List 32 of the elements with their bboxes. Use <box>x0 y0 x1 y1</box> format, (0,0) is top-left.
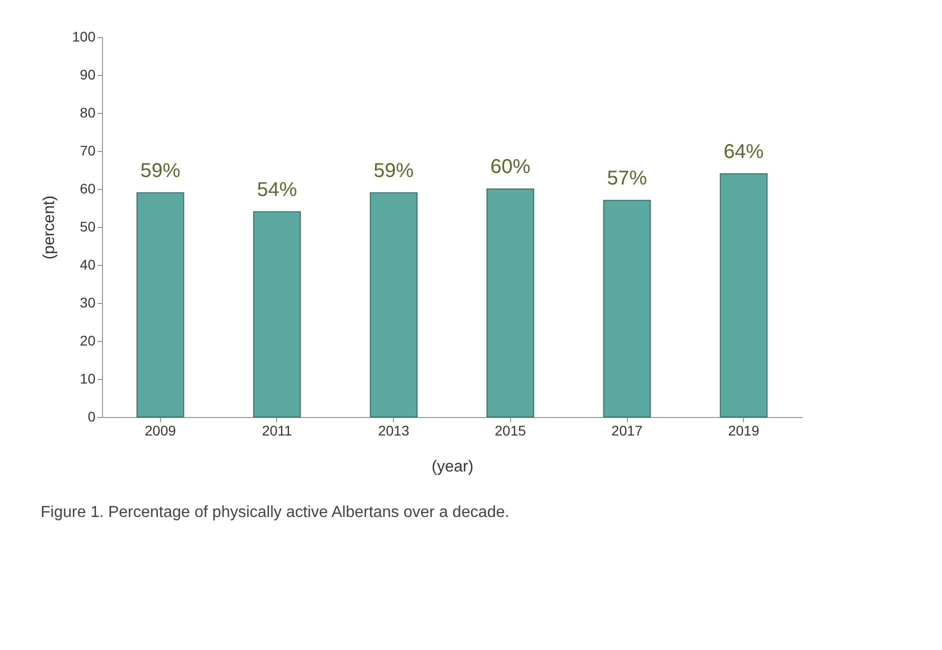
data-label: 54% <box>256 178 298 201</box>
caption: Figure 1. Percentage of physically active Albertans over a decade. <box>40 504 510 521</box>
data-label: 59% <box>374 160 414 182</box>
y-tick-label: 0 <box>88 408 96 424</box>
bar <box>486 188 534 418</box>
y-tick-label: 30 <box>80 294 96 310</box>
x-axis-title: (year) <box>432 458 474 476</box>
y-tick-label: 100 <box>72 28 96 44</box>
x-tick-label: 2013 <box>378 422 410 438</box>
y-tick-label: 80 <box>80 104 96 120</box>
y-tick-label: 40 <box>80 256 96 272</box>
bar <box>370 192 418 418</box>
bar <box>720 173 768 418</box>
y-tick-label: 20 <box>80 332 96 348</box>
x-tick-label: 2019 <box>728 422 760 438</box>
data-label: 60% <box>490 156 531 178</box>
x-tick-label: 2015 <box>494 422 526 438</box>
bar <box>603 200 651 418</box>
bar <box>136 192 184 418</box>
data-label: 57% <box>606 167 648 190</box>
bar <box>253 211 301 418</box>
y-tick-label: 90 <box>80 66 96 82</box>
x-tick-label: 2011 <box>262 422 292 438</box>
data-label: 64% <box>724 140 764 163</box>
y-tick-label: 60 <box>80 180 96 196</box>
y-tick-label: 70 <box>80 142 96 158</box>
x-tick-label: 2009 <box>144 422 176 438</box>
y-tick-label: 10 <box>80 370 96 386</box>
y-tick-label: 50 <box>80 218 96 234</box>
x-tick-label: 2017 <box>611 422 643 438</box>
y-axis-title: (percent) <box>41 195 58 260</box>
data-label: 59% <box>140 160 181 182</box>
